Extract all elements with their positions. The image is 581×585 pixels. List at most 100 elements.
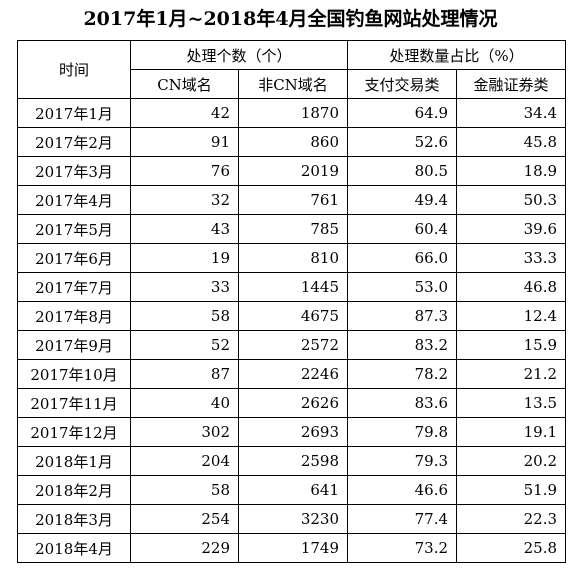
month-cell: 2017年4月 bbox=[17, 185, 131, 215]
finance-ratio-cell: 25.8 bbox=[456, 533, 567, 563]
payment-ratio-cell: 60.4 bbox=[347, 214, 458, 244]
table-row: 2017年10月 87 2246 78.2 21.2 bbox=[17, 359, 567, 389]
payment-ratio-cell: 49.4 bbox=[347, 185, 458, 215]
cn-count-cell: 40 bbox=[130, 388, 239, 418]
finance-ratio-cell: 13.5 bbox=[456, 388, 567, 418]
month-cell: 2017年3月 bbox=[17, 156, 131, 186]
finance-ratio-cell: 19.1 bbox=[456, 417, 567, 447]
month-cell: 2017年6月 bbox=[17, 243, 131, 273]
table-title: 2017年1月~2018年4月全国钓鱼网站处理情况 bbox=[83, 8, 498, 30]
header-processed-count: 处理个数（个） bbox=[129, 40, 349, 70]
finance-ratio-cell: 39.6 bbox=[456, 214, 567, 244]
cn-count-cell: 33 bbox=[130, 272, 239, 302]
payment-ratio-cell: 66.0 bbox=[347, 243, 458, 273]
header-processed-ratio: 处理数量占比（%） bbox=[347, 40, 567, 70]
non-cn-count-cell: 3230 bbox=[237, 504, 349, 534]
month-cell: 2017年1月 bbox=[17, 98, 131, 128]
non-cn-count-cell: 860 bbox=[237, 127, 349, 157]
table-row: 2017年2月 91 860 52.6 45.8 bbox=[17, 127, 567, 157]
table-row: 2017年11月 40 2626 83.6 13.5 bbox=[17, 388, 567, 418]
finance-ratio-cell: 22.3 bbox=[456, 504, 567, 534]
table-row: 2017年9月 52 2572 83.2 15.9 bbox=[17, 330, 567, 360]
cn-count-cell: 254 bbox=[130, 504, 239, 534]
table-row: 2017年7月 33 1445 53.0 46.8 bbox=[17, 272, 567, 302]
cn-count-cell: 19 bbox=[130, 243, 239, 273]
payment-ratio-cell: 87.3 bbox=[347, 301, 458, 331]
non-cn-count-cell: 761 bbox=[237, 185, 349, 215]
non-cn-count-cell: 2246 bbox=[237, 359, 349, 389]
non-cn-count-cell: 1870 bbox=[237, 98, 349, 128]
month-cell: 2017年9月 bbox=[17, 330, 131, 360]
payment-ratio-cell: 52.6 bbox=[347, 127, 458, 157]
payment-ratio-cell: 64.9 bbox=[347, 98, 458, 128]
table-row: 2018年4月 229 1749 73.2 25.8 bbox=[17, 533, 567, 563]
cn-count-cell: 42 bbox=[130, 98, 239, 128]
header-finance: 金融证券类 bbox=[456, 69, 567, 99]
cn-count-cell: 229 bbox=[130, 533, 239, 563]
header-time: 时间 bbox=[17, 40, 131, 99]
table-row: 2018年1月 204 2598 79.3 20.2 bbox=[17, 446, 567, 476]
finance-ratio-cell: 20.2 bbox=[456, 446, 567, 476]
finance-ratio-cell: 21.2 bbox=[456, 359, 567, 389]
month-cell: 2018年2月 bbox=[17, 475, 131, 505]
cn-count-cell: 43 bbox=[130, 214, 239, 244]
cn-count-cell: 32 bbox=[130, 185, 239, 215]
cn-count-cell: 76 bbox=[130, 156, 239, 186]
finance-ratio-cell: 33.3 bbox=[456, 243, 567, 273]
month-cell: 2018年3月 bbox=[17, 504, 131, 534]
table-row: 2018年2月 58 641 46.6 51.9 bbox=[17, 475, 567, 505]
finance-ratio-cell: 15.9 bbox=[456, 330, 567, 360]
payment-ratio-cell: 79.3 bbox=[347, 446, 458, 476]
header-payment: 支付交易类 bbox=[347, 69, 458, 99]
finance-ratio-cell: 12.4 bbox=[456, 301, 567, 331]
cn-count-cell: 204 bbox=[130, 446, 239, 476]
month-cell: 2017年12月 bbox=[17, 417, 131, 447]
table-row: 2017年12月 302 2693 79.8 19.1 bbox=[17, 417, 567, 447]
cn-count-cell: 302 bbox=[130, 417, 239, 447]
non-cn-count-cell: 2572 bbox=[237, 330, 349, 360]
cn-count-cell: 52 bbox=[130, 330, 239, 360]
month-cell: 2017年10月 bbox=[17, 359, 131, 389]
month-cell: 2017年2月 bbox=[17, 127, 131, 157]
payment-ratio-cell: 53.0 bbox=[347, 272, 458, 302]
non-cn-count-cell: 1749 bbox=[237, 533, 349, 563]
payment-ratio-cell: 80.5 bbox=[347, 156, 458, 186]
cn-count-cell: 87 bbox=[130, 359, 239, 389]
table-row: 2017年3月 76 2019 80.5 18.9 bbox=[17, 156, 567, 186]
cn-count-cell: 58 bbox=[130, 475, 239, 505]
finance-ratio-cell: 46.8 bbox=[456, 272, 567, 302]
month-cell: 2018年4月 bbox=[17, 533, 131, 563]
finance-ratio-cell: 45.8 bbox=[456, 127, 567, 157]
non-cn-count-cell: 810 bbox=[237, 243, 349, 273]
payment-ratio-cell: 83.2 bbox=[347, 330, 458, 360]
table-row: 2017年6月 19 810 66.0 33.3 bbox=[17, 243, 567, 273]
finance-ratio-cell: 51.9 bbox=[456, 475, 567, 505]
non-cn-count-cell: 2626 bbox=[237, 388, 349, 418]
non-cn-count-cell: 1445 bbox=[237, 272, 349, 302]
non-cn-count-cell: 2019 bbox=[237, 156, 349, 186]
payment-ratio-cell: 83.6 bbox=[347, 388, 458, 418]
non-cn-count-cell: 2693 bbox=[237, 417, 349, 447]
month-cell: 2018年1月 bbox=[17, 446, 131, 476]
table-row: 2017年4月 32 761 49.4 50.3 bbox=[17, 185, 567, 215]
payment-ratio-cell: 78.2 bbox=[347, 359, 458, 389]
cn-count-cell: 58 bbox=[130, 301, 239, 331]
month-cell: 2017年7月 bbox=[17, 272, 131, 302]
non-cn-count-cell: 2598 bbox=[237, 446, 349, 476]
month-cell: 2017年11月 bbox=[17, 388, 131, 418]
phishing-sites-table: 时间 处理个数（个） 处理数量占比（%） CN域名 非CN域名 支付交易类 金融… bbox=[17, 40, 567, 563]
cn-count-cell: 91 bbox=[130, 127, 239, 157]
finance-ratio-cell: 50.3 bbox=[456, 185, 567, 215]
payment-ratio-cell: 46.6 bbox=[347, 475, 458, 505]
payment-ratio-cell: 73.2 bbox=[347, 533, 458, 563]
header-cn-domain: CN域名 bbox=[130, 69, 239, 99]
non-cn-count-cell: 785 bbox=[237, 214, 349, 244]
month-cell: 2017年5月 bbox=[17, 214, 131, 244]
header-non-cn-domain: 非CN域名 bbox=[237, 69, 349, 99]
non-cn-count-cell: 641 bbox=[237, 475, 349, 505]
table-row: 2018年3月 254 3230 77.4 22.3 bbox=[17, 504, 567, 534]
payment-ratio-cell: 79.8 bbox=[347, 417, 458, 447]
non-cn-count-cell: 4675 bbox=[237, 301, 349, 331]
finance-ratio-cell: 18.9 bbox=[456, 156, 567, 186]
payment-ratio-cell: 77.4 bbox=[347, 504, 458, 534]
